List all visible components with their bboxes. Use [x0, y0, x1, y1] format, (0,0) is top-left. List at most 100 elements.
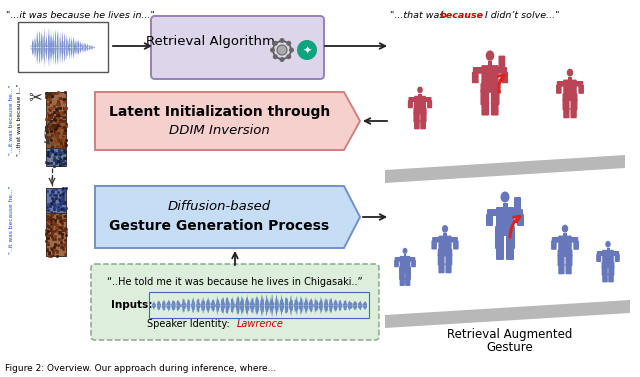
Text: Retrieval Algorithm: Retrieval Algorithm — [145, 35, 275, 49]
FancyBboxPatch shape — [431, 241, 437, 250]
Circle shape — [273, 41, 278, 46]
FancyBboxPatch shape — [497, 67, 507, 74]
Text: "..it was because he...": "..it was because he..." — [10, 186, 15, 254]
Circle shape — [280, 57, 285, 62]
Bar — [46, 120, 66, 148]
FancyBboxPatch shape — [551, 241, 557, 250]
FancyBboxPatch shape — [514, 197, 521, 213]
FancyBboxPatch shape — [394, 260, 399, 267]
Text: "...it was because he lives in...": "...it was because he lives in..." — [6, 11, 155, 20]
Text: Retrieval Augmented: Retrieval Augmented — [447, 328, 573, 341]
Bar — [563, 233, 567, 236]
FancyBboxPatch shape — [420, 120, 426, 129]
Text: Inputs:: Inputs: — [111, 300, 152, 310]
FancyBboxPatch shape — [596, 254, 601, 262]
FancyBboxPatch shape — [558, 264, 564, 274]
FancyBboxPatch shape — [557, 254, 564, 267]
FancyBboxPatch shape — [491, 102, 499, 115]
FancyBboxPatch shape — [602, 273, 608, 282]
Text: "...it was because he...": "...it was because he..." — [10, 85, 15, 155]
FancyBboxPatch shape — [432, 237, 440, 242]
FancyBboxPatch shape — [563, 108, 570, 118]
FancyBboxPatch shape — [608, 265, 614, 276]
FancyBboxPatch shape — [438, 236, 452, 251]
Text: DDIM Inversion: DDIM Inversion — [169, 124, 270, 136]
FancyBboxPatch shape — [414, 120, 420, 129]
FancyBboxPatch shape — [408, 100, 413, 108]
FancyBboxPatch shape — [495, 226, 515, 236]
Bar — [488, 61, 492, 66]
FancyBboxPatch shape — [481, 90, 489, 105]
FancyBboxPatch shape — [552, 237, 560, 243]
Bar — [419, 93, 422, 97]
FancyBboxPatch shape — [512, 209, 523, 216]
Bar — [46, 148, 66, 166]
FancyBboxPatch shape — [575, 81, 583, 87]
FancyBboxPatch shape — [487, 209, 498, 216]
FancyBboxPatch shape — [499, 55, 505, 71]
Ellipse shape — [605, 241, 611, 247]
Ellipse shape — [486, 51, 494, 61]
FancyBboxPatch shape — [608, 273, 614, 282]
FancyBboxPatch shape — [506, 233, 515, 249]
FancyBboxPatch shape — [399, 270, 405, 280]
FancyBboxPatch shape — [395, 257, 402, 262]
Polygon shape — [385, 155, 625, 183]
Bar — [568, 77, 572, 81]
FancyBboxPatch shape — [408, 257, 415, 262]
Text: Lawrence: Lawrence — [237, 319, 284, 329]
FancyBboxPatch shape — [579, 84, 584, 94]
Bar — [444, 233, 447, 237]
FancyBboxPatch shape — [612, 251, 619, 256]
FancyBboxPatch shape — [481, 65, 499, 86]
FancyBboxPatch shape — [615, 254, 620, 262]
Text: "...that was: "...that was — [390, 11, 447, 20]
Bar — [18, 22, 108, 72]
FancyBboxPatch shape — [453, 241, 459, 250]
FancyBboxPatch shape — [408, 97, 416, 102]
FancyBboxPatch shape — [450, 237, 458, 242]
FancyBboxPatch shape — [445, 263, 452, 273]
Polygon shape — [95, 186, 360, 248]
Text: because: because — [440, 11, 484, 20]
FancyBboxPatch shape — [473, 67, 483, 74]
FancyBboxPatch shape — [566, 254, 573, 267]
Bar — [46, 213, 66, 231]
Text: Latent Initialization through: Latent Initialization through — [109, 105, 330, 119]
Ellipse shape — [417, 87, 423, 93]
FancyBboxPatch shape — [563, 80, 577, 96]
FancyBboxPatch shape — [573, 241, 579, 250]
FancyBboxPatch shape — [496, 246, 504, 260]
Ellipse shape — [562, 225, 568, 233]
FancyBboxPatch shape — [405, 277, 410, 286]
Text: Diffusion-based: Diffusion-based — [168, 199, 271, 213]
Circle shape — [297, 40, 317, 60]
FancyBboxPatch shape — [602, 265, 608, 276]
Circle shape — [280, 38, 285, 43]
FancyBboxPatch shape — [91, 264, 379, 340]
FancyBboxPatch shape — [411, 260, 416, 267]
Ellipse shape — [403, 248, 408, 254]
FancyBboxPatch shape — [570, 237, 579, 243]
FancyBboxPatch shape — [427, 100, 432, 108]
FancyBboxPatch shape — [399, 277, 405, 286]
Bar — [502, 203, 508, 208]
Text: Gesture: Gesture — [486, 341, 533, 354]
FancyBboxPatch shape — [413, 112, 420, 123]
Text: "...that was because I...": "...that was because I..." — [17, 84, 22, 156]
Ellipse shape — [500, 192, 509, 202]
FancyBboxPatch shape — [399, 266, 411, 273]
FancyBboxPatch shape — [557, 81, 565, 87]
FancyBboxPatch shape — [570, 108, 577, 118]
FancyBboxPatch shape — [399, 256, 410, 269]
Text: I didn’t solve...": I didn’t solve..." — [482, 11, 559, 20]
FancyBboxPatch shape — [481, 83, 500, 93]
FancyBboxPatch shape — [424, 97, 431, 102]
FancyBboxPatch shape — [596, 251, 604, 256]
FancyBboxPatch shape — [151, 16, 324, 79]
Circle shape — [289, 48, 294, 52]
Bar — [607, 248, 609, 251]
Circle shape — [286, 41, 291, 46]
FancyBboxPatch shape — [566, 264, 572, 274]
FancyBboxPatch shape — [438, 263, 445, 273]
